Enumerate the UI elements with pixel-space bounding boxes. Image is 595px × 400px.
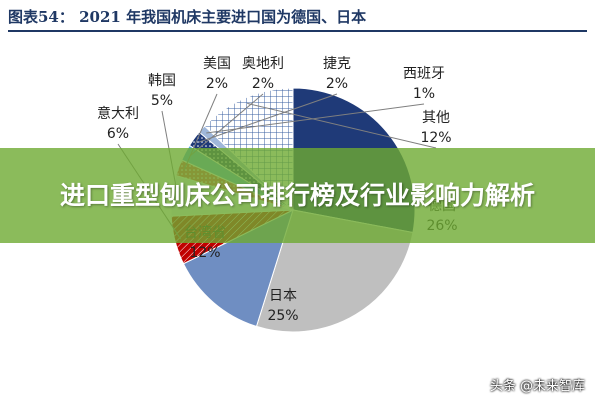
title-divider bbox=[8, 30, 587, 32]
leader-line bbox=[206, 103, 425, 134]
slice-value-label: 2% bbox=[206, 76, 228, 92]
slice-label: 捷克 bbox=[323, 56, 351, 72]
slice-value-label: 25% bbox=[267, 308, 298, 324]
slice-value-label: 1% bbox=[413, 86, 435, 102]
slice-value-label: 2% bbox=[252, 76, 274, 92]
leader-line bbox=[198, 93, 338, 143]
slice-value-label: 12% bbox=[420, 130, 451, 146]
overlay-banner: 进口重型刨床公司排行榜及行业影响力解析 bbox=[0, 148, 595, 243]
leader-line bbox=[247, 102, 437, 149]
slice-value-label: 2% bbox=[326, 76, 348, 92]
slice-label: 西班牙 bbox=[403, 66, 445, 82]
slice-label: 日本 bbox=[269, 288, 297, 304]
slice-label: 美国 bbox=[203, 56, 231, 72]
slice-label: 韩国 bbox=[148, 73, 176, 89]
slice-label: 其他 bbox=[422, 110, 450, 126]
chart-title: 图表54： 2021 年我国机床主要进口国为德国、日本 bbox=[8, 8, 367, 26]
slice-value-label: 6% bbox=[107, 126, 129, 142]
slice-label: 意大利 bbox=[97, 105, 139, 122]
slice-value-label: 12% bbox=[189, 245, 220, 261]
watermark: 头条 @未来智库 bbox=[489, 379, 585, 394]
banner-title: 进口重型刨床公司排行榜及行业影响力解析 bbox=[59, 180, 535, 210]
slice-value-label: 5% bbox=[151, 93, 173, 109]
slice-label: 奥地利 bbox=[242, 55, 284, 72]
